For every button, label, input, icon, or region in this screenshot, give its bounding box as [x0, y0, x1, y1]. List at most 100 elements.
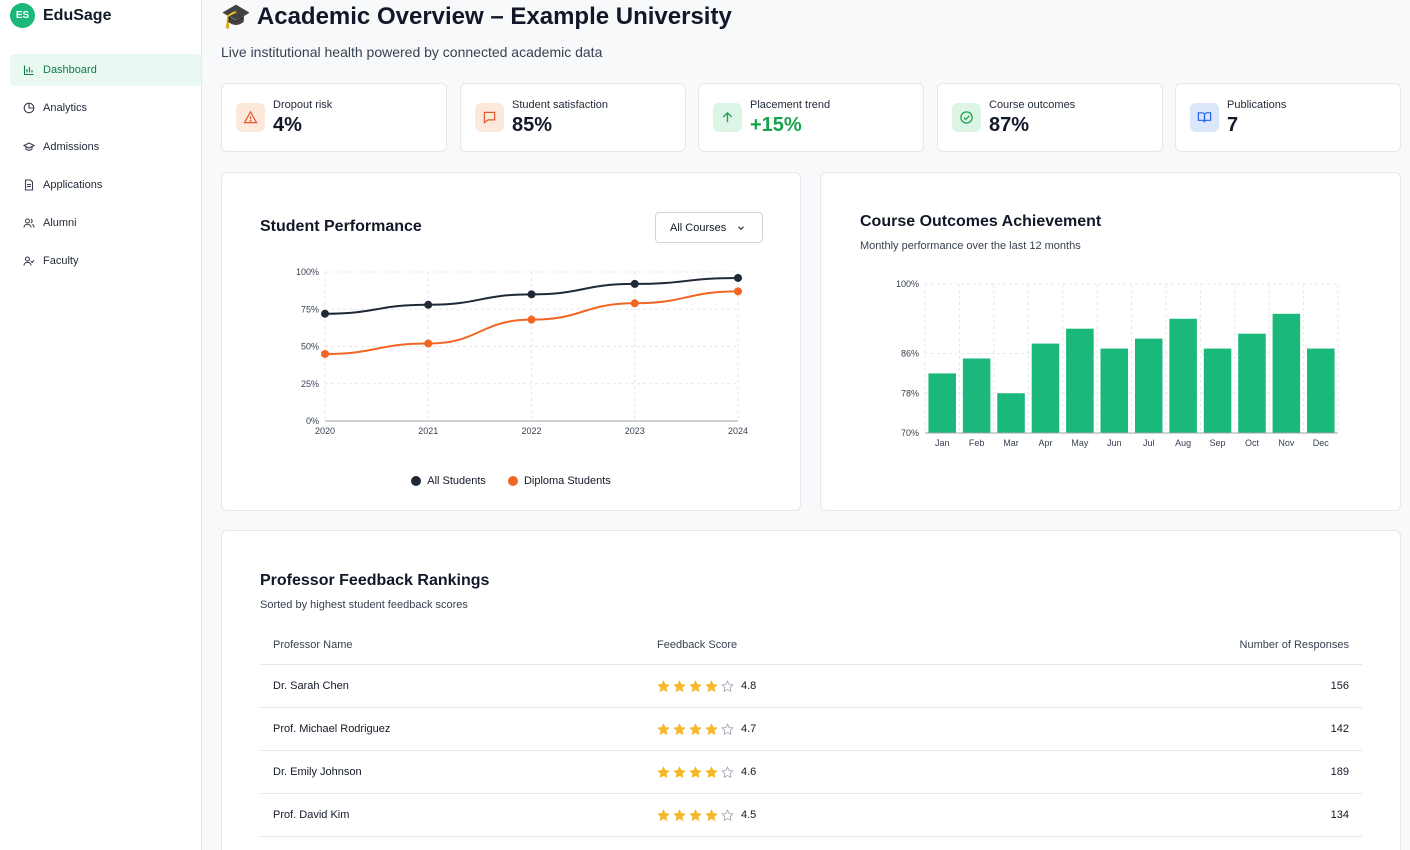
- sidebar-nav: Dashboard Analytics Admissions Applicati…: [10, 54, 201, 284]
- bar-jan[interactable]: [928, 373, 956, 433]
- star-filled-icon: [673, 679, 686, 693]
- star-rating: [657, 808, 734, 822]
- bar-jun[interactable]: [1100, 348, 1129, 433]
- response-count: 142: [1330, 723, 1349, 735]
- data-point[interactable]: [630, 299, 639, 308]
- users-icon: [23, 217, 35, 229]
- data-point[interactable]: [321, 349, 329, 358]
- sidebar-item-analytics[interactable]: Analytics: [10, 92, 201, 124]
- bar-chart-icon: [23, 64, 35, 76]
- x-tick-label: Sep: [1210, 438, 1226, 448]
- user-check-icon: [23, 255, 35, 267]
- data-point[interactable]: [527, 315, 536, 324]
- chart-legend: All Students Diploma Students: [222, 475, 800, 487]
- column-header-responses[interactable]: Number of Responses: [1239, 638, 1349, 651]
- book-open-icon: [1190, 103, 1219, 132]
- x-tick-label: 2020: [315, 426, 335, 436]
- star-rating: [657, 722, 734, 736]
- page-title: 🎓 Academic Overview – Example University: [221, 2, 732, 31]
- x-tick-label: Apr: [1038, 438, 1052, 448]
- graduation-cap-icon: [23, 141, 35, 153]
- feedback-table: Professor Name Feedback Score Number of …: [260, 625, 1362, 837]
- bar-jul[interactable]: [1134, 338, 1163, 433]
- brand[interactable]: ES EduSage: [10, 3, 111, 28]
- feedback-score: 4.8: [741, 680, 757, 692]
- sidebar-item-faculty[interactable]: Faculty: [10, 245, 201, 277]
- panel-subtitle: Sorted by highest student feedback score…: [260, 599, 468, 611]
- star-filled-icon: [657, 808, 670, 822]
- feedback-score-cell: 4.5: [657, 808, 1107, 822]
- data-point[interactable]: [527, 290, 536, 299]
- legend-dot: [507, 476, 518, 486]
- check-circle-icon: [952, 103, 981, 132]
- sidebar-item-dashboard[interactable]: Dashboard: [10, 54, 201, 86]
- response-count: 189: [1330, 766, 1349, 778]
- course-filter-dropdown[interactable]: All Courses: [655, 212, 763, 243]
- kpi-label: Publications: [1227, 99, 1287, 111]
- column-header-professor-name[interactable]: Professor Name: [273, 638, 353, 651]
- bar-nov[interactable]: [1272, 313, 1301, 433]
- brand-logo: ES: [10, 3, 35, 28]
- data-point[interactable]: [734, 287, 742, 296]
- x-tick-label: Aug: [1175, 438, 1191, 448]
- professor-name: Dr. Sarah Chen: [273, 680, 349, 692]
- kpi-label: Course outcomes: [989, 99, 1076, 111]
- sidebar-item-admissions[interactable]: Admissions: [10, 131, 201, 163]
- data-point[interactable]: [424, 339, 433, 348]
- kpi-label: Placement trend: [750, 99, 831, 111]
- y-tick-label: 50%: [301, 342, 319, 352]
- data-point[interactable]: [734, 273, 742, 282]
- bar-dec[interactable]: [1307, 348, 1335, 433]
- x-tick-label: 2024: [728, 426, 748, 436]
- table-row[interactable]: Dr. Sarah Chen 4.8 156: [260, 665, 1362, 708]
- y-tick-label: 25%: [301, 379, 319, 389]
- bar-aug[interactable]: [1169, 318, 1197, 433]
- x-tick-label: Jun: [1107, 438, 1122, 448]
- bar-oct[interactable]: [1238, 333, 1266, 433]
- legend-dot: [411, 476, 422, 486]
- sidebar-item-label: Admissions: [43, 140, 100, 153]
- feedback-score-cell: 4.8: [657, 679, 1107, 693]
- y-tick-label: 0%: [306, 416, 319, 426]
- page-subtitle: Live institutional health powered by con…: [221, 44, 603, 60]
- kpi-value: 7: [1227, 114, 1239, 136]
- bar-mar[interactable]: [997, 393, 1025, 433]
- star-filled-icon: [705, 722, 718, 736]
- data-point[interactable]: [424, 300, 433, 309]
- bar-feb[interactable]: [962, 358, 991, 434]
- x-tick-label: Mar: [1003, 438, 1019, 448]
- legend-label: Diploma Students: [523, 475, 611, 487]
- page-title-text: Academic Overview – Example University: [256, 2, 732, 30]
- kpi-card-course-outcomes: Course outcomes 87%: [937, 83, 1163, 152]
- x-tick-label: Jul: [1143, 438, 1155, 448]
- bar-may[interactable]: [1066, 328, 1094, 433]
- star-filled-icon: [689, 679, 702, 693]
- table-row[interactable]: Prof. Michael Rodriguez 4.7 142: [260, 708, 1362, 751]
- alert-triangle-icon: [236, 103, 265, 132]
- column-header-feedback-score[interactable]: Feedback Score: [657, 638, 738, 651]
- sidebar-item-alumni[interactable]: Alumni: [10, 207, 201, 239]
- x-tick-label: 2023: [625, 426, 645, 436]
- table-row[interactable]: Dr. Emily Johnson 4.6 189: [260, 751, 1362, 794]
- star-filled-icon: [705, 808, 718, 822]
- star-empty-icon: [721, 808, 734, 822]
- bar-apr[interactable]: [1031, 343, 1060, 433]
- feedback-score-cell: 4.7: [657, 722, 1107, 736]
- brand-name: EduSage: [43, 6, 112, 24]
- panel-title: Student Performance: [260, 218, 422, 235]
- x-tick-label: May: [1071, 438, 1089, 448]
- y-tick-label: 100%: [296, 267, 319, 277]
- bar-sep[interactable]: [1203, 348, 1232, 433]
- x-tick-label: Jan: [935, 438, 950, 448]
- response-count: 156: [1330, 680, 1349, 692]
- kpi-value: 87%: [989, 114, 1030, 136]
- course-outcomes-panel: Course Outcomes Achievement Monthly perf…: [820, 172, 1401, 511]
- bar-chart: 70% 78% 86% 100% Jan Feb Mar Apr May Jun Jul Aug Sep…: [896, 279, 1339, 448]
- y-tick-label: 75%: [301, 304, 319, 314]
- star-empty-icon: [721, 722, 734, 736]
- table-row[interactable]: Prof. David Kim 4.5 134: [260, 794, 1362, 837]
- kpi-value: 85%: [512, 114, 553, 136]
- sidebar-item-applications[interactable]: Applications: [10, 169, 201, 201]
- data-point[interactable]: [630, 279, 639, 288]
- data-point[interactable]: [321, 309, 329, 318]
